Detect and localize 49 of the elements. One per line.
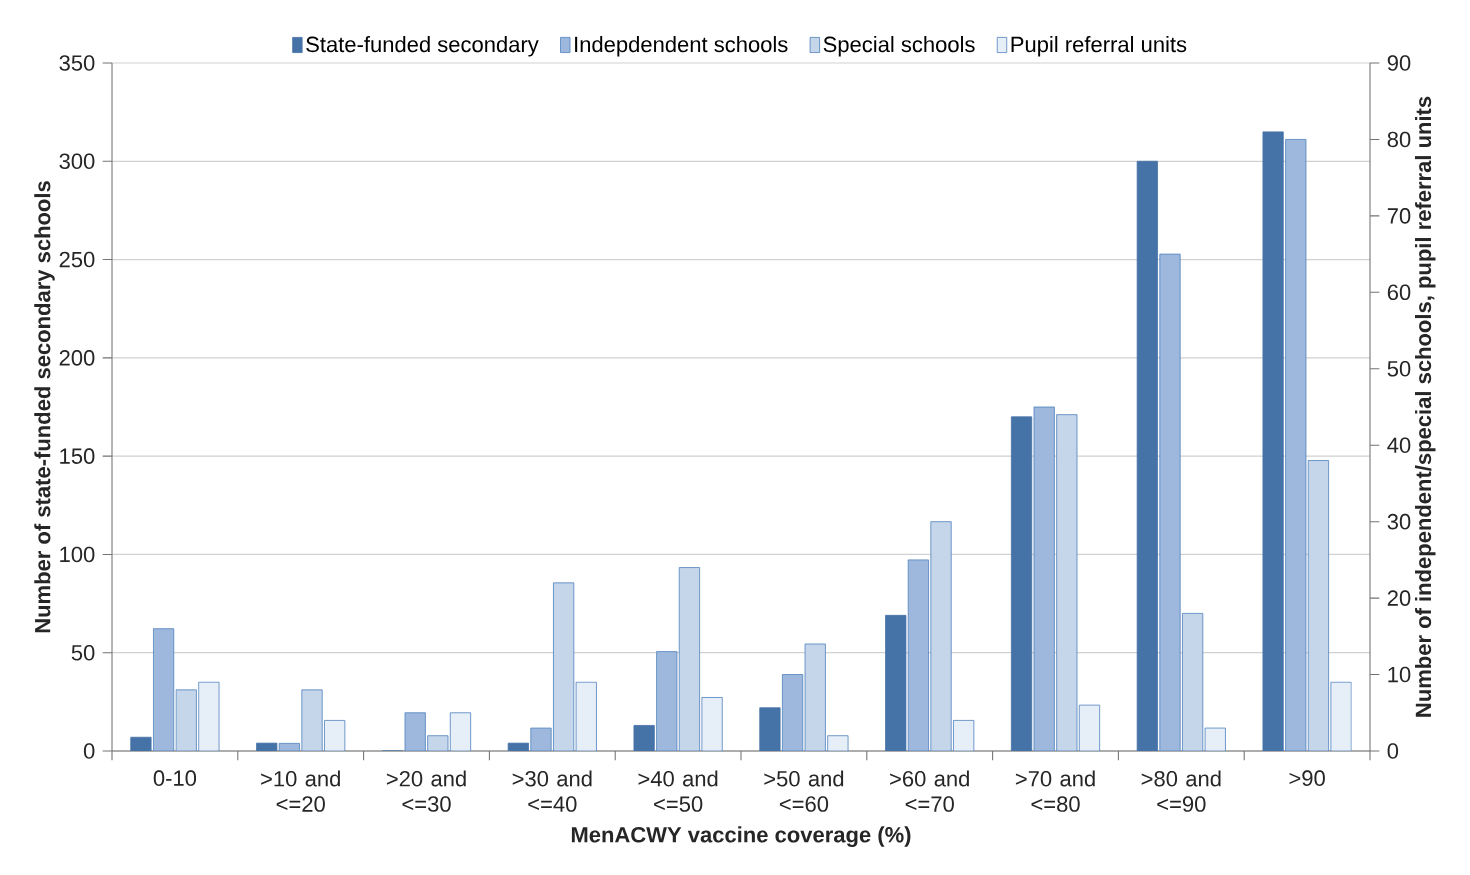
y-tick-label: 100: [60, 546, 95, 563]
bar: [1182, 613, 1204, 751]
y2-tick-label: 10: [1388, 666, 1411, 683]
legend-label: Indepdendent schools: [575, 36, 788, 57]
x-tick-label: >80 and <=90: [1141, 770, 1221, 812]
x-tick-label: >90: [1289, 770, 1325, 786]
bar: [930, 521, 952, 751]
y-tick-label: 150: [60, 448, 95, 464]
y-tick-label: 350: [59, 55, 95, 71]
x-tick-label: >70 and <=80: [1015, 770, 1095, 812]
bar: [198, 681, 220, 751]
y2-tick-label: 30: [1387, 513, 1411, 530]
y2-tick-label: 40: [1387, 437, 1411, 454]
legend-label: Special schools: [823, 36, 975, 57]
y-tick-label: 250: [59, 251, 95, 268]
y2-tick-label: 50: [1387, 360, 1411, 377]
x-tick-label: >60 and <=70: [890, 770, 969, 812]
y-tick-label: 200: [59, 350, 95, 366]
bar: [175, 689, 197, 751]
y2-tick-label: 60: [1387, 284, 1411, 301]
y2-tick-label: 70: [1387, 208, 1411, 224]
y2-tick-label: 80: [1387, 131, 1411, 148]
x-tick-label: >10 and <=20: [261, 770, 340, 812]
legend-label: Pupil referral units: [1011, 36, 1187, 57]
x-tick-label: >50 and <=60: [764, 770, 844, 812]
y2-axis-title: Number of independent/special schools, pupil referral units: [1415, 96, 1436, 717]
bar: [678, 567, 701, 751]
y2-tick-label: 20: [1387, 590, 1411, 606]
x-tick-label: 0-10: [153, 770, 197, 786]
bar: [656, 651, 678, 751]
y-tick-label: 300: [59, 153, 95, 170]
bar: [1056, 414, 1078, 751]
bar: [1307, 460, 1330, 751]
bar: [301, 689, 323, 751]
bar: [530, 727, 552, 751]
x-tick-label: >20 and <=30: [386, 770, 466, 812]
bar: [553, 582, 575, 751]
bar: [152, 628, 175, 751]
bar: [804, 643, 826, 751]
y2-tick-label: 90: [1387, 55, 1411, 71]
bar: [404, 712, 426, 751]
x-axis-title: MenACWY vaccine coverage (%): [571, 826, 911, 847]
legend-label: State-funded secondary: [306, 36, 539, 57]
y2-tick-label: 0: [1387, 743, 1399, 759]
y-tick-label: 50: [71, 644, 95, 661]
x-tick-label: >40 and <=50: [638, 770, 718, 812]
x-tick-label: >30 and <=40: [512, 770, 592, 812]
y-tick-label: 0: [83, 743, 95, 759]
y-axis-title: Number of state-funded secondary schools: [34, 181, 55, 633]
